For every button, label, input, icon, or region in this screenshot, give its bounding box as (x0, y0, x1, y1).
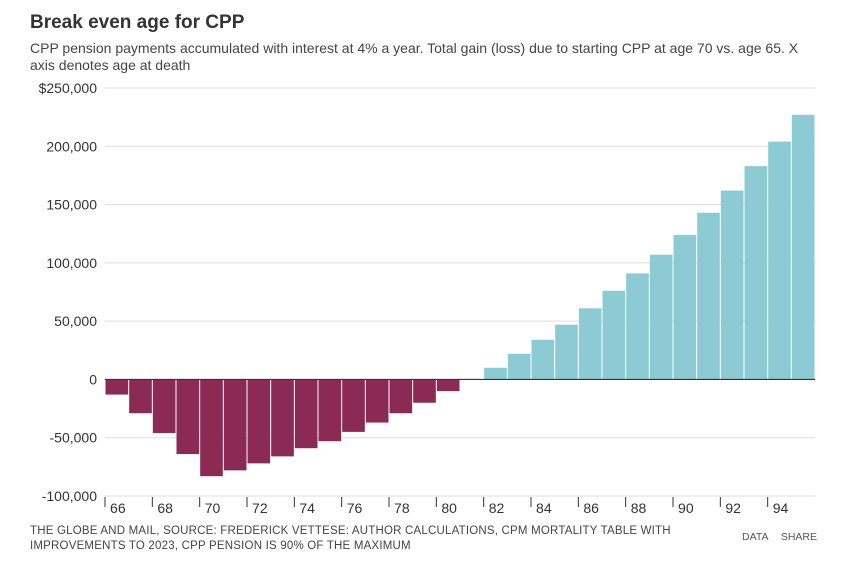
x-tick-label: 74 (299, 500, 315, 516)
bar-age-76 (342, 379, 365, 432)
x-tick-label: 88 (631, 500, 647, 516)
y-tick-label: 50,000 (54, 313, 97, 329)
bar-age-75 (318, 379, 342, 442)
chart-subtitle: CPP pension payments accumulated with in… (30, 40, 799, 73)
bar-age-92 (720, 190, 744, 380)
bar-age-90 (673, 234, 697, 380)
bar-age-85 (555, 324, 578, 380)
bar-age-93 (744, 166, 768, 380)
x-tick-label: 68 (157, 500, 173, 516)
grid-lines (105, 87, 815, 497)
bars (105, 114, 815, 477)
bar-age-77 (365, 379, 389, 423)
bar-age-67 (129, 379, 152, 414)
bar-age-78 (389, 379, 413, 414)
bar-age-82 (484, 367, 507, 380)
bar-age-71 (223, 379, 247, 471)
bar-age-80 (436, 379, 460, 392)
y-tick-label: -50,000 (50, 430, 98, 446)
bar-age-69 (176, 379, 200, 455)
bar-age-87 (602, 290, 626, 380)
bar-age-70 (200, 379, 223, 477)
bar-age-86 (578, 308, 602, 380)
y-tick-label: -100,000 (42, 488, 97, 504)
y-tick-label: 200,000 (46, 138, 97, 154)
x-tick-label: 66 (110, 500, 126, 516)
x-tick-label: 82 (489, 500, 505, 516)
y-tick-label: 0 (89, 371, 97, 387)
bar-age-79 (413, 379, 436, 403)
chart-title: Break even age for CPP (30, 12, 245, 33)
y-axis: $250,000 200,000 150,000 100,000 50,000 0 -50,… (39, 80, 98, 504)
bar-age-74 (294, 379, 318, 449)
bar-age-91 (697, 212, 720, 380)
x-tick-label: 86 (583, 500, 599, 516)
x-tick-label: 84 (536, 500, 552, 516)
y-tick-label: 150,000 (46, 197, 97, 213)
bar-age-83 (507, 353, 531, 380)
bar-age-88 (626, 273, 649, 380)
bar-age-68 (152, 379, 176, 434)
bar-age-73 (271, 379, 294, 457)
bar-age-95 (791, 114, 815, 380)
y-tick-label: $250,000 (39, 80, 98, 96)
y-tick-label: 100,000 (46, 255, 97, 271)
bar-age-89 (649, 254, 673, 380)
bar-age-66 (105, 379, 129, 395)
bar-age-72 (247, 379, 271, 464)
x-tick-label: 80 (441, 500, 457, 516)
x-tick-label: 76 (347, 500, 363, 516)
chart-actions: DATA SHARE (732, 531, 817, 543)
x-tick-label: 92 (725, 500, 741, 516)
x-tick-label: 78 (394, 500, 410, 516)
share-link[interactable]: SHARE (780, 531, 817, 543)
data-link[interactable]: DATA (742, 531, 768, 543)
x-tick-label: 70 (205, 500, 221, 516)
x-tick-label: 72 (252, 500, 268, 516)
x-tick-label: 90 (678, 500, 694, 516)
bar-age-84 (531, 339, 555, 380)
x-tick-label: 94 (773, 500, 789, 516)
x-axis: 66 68 70 72 74 76 78 80 82 84 86 88 90 92 94 (104, 378, 815, 516)
source-note: THE GLOBE AND MAIL, SOURCE: FREDERICK VE… (30, 525, 671, 552)
bar-age-94 (768, 141, 791, 380)
